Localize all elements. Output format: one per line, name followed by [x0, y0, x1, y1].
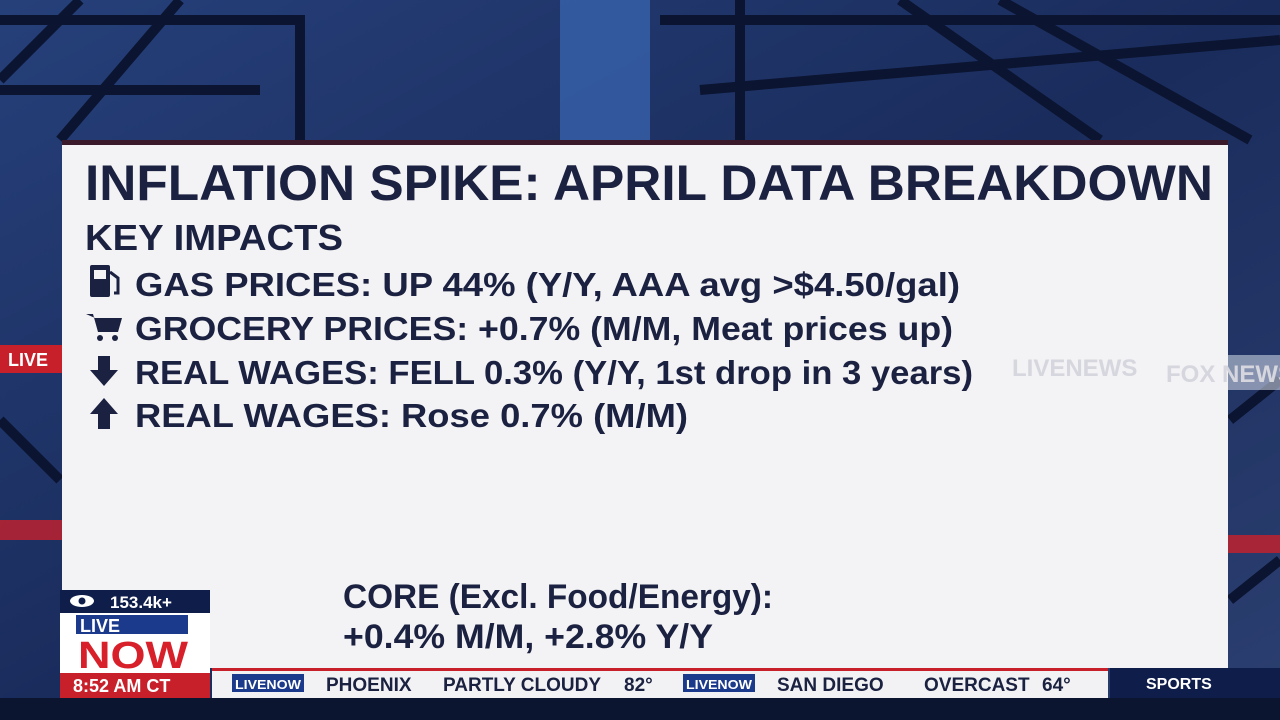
ticker-edge: [212, 668, 1108, 671]
studio-light: [560, 0, 650, 140]
ticker-entries: LIVENOW PHOENIX PARTLY CLOUDY 82° LIVENOW SAN…: [232, 674, 1071, 696]
ticker-bar: [212, 668, 1108, 698]
studio-stripe: [1228, 535, 1280, 553]
sign-bg: [0, 345, 62, 373]
up-arrow-icon: [90, 398, 118, 429]
ticker-logo-bg: [683, 674, 755, 692]
impact-item: GROCERY PRICES: +0.7% (M/M, Meat prices …: [135, 310, 953, 347]
core-line: +0.4% M/M, +2.8% Y/Y: [343, 618, 713, 656]
background-sign: LIVE: [8, 350, 48, 370]
clock: 8:52 AM CT: [73, 676, 170, 696]
background-sign: FOX NEWS: [1166, 361, 1280, 388]
ticker-logo-bg: [232, 674, 304, 692]
live-label: LIVE: [80, 616, 120, 636]
down-arrow-icon: [90, 356, 118, 386]
studio-stripe: [0, 520, 62, 540]
studio-frames: [0, 0, 1280, 600]
gas-icon: [90, 265, 120, 297]
live-bg: [76, 615, 188, 634]
eye-icon: [70, 595, 94, 607]
ticker-section: SPORTS: [1146, 676, 1212, 693]
viewers-bar: [60, 590, 210, 613]
impact-item: REAL WAGES: Rose 0.7% (M/M): [135, 397, 688, 434]
impact-item: REAL WAGES: FELL 0.3% (Y/Y, 1st drop in …: [135, 354, 973, 391]
ticker-city: SAN DIEGO: [777, 675, 884, 696]
section-box: [1110, 668, 1280, 698]
cart-icon: [86, 314, 122, 341]
panel-title: INFLATION SPIKE: APRIL DATA BREAKDOWN: [85, 155, 1213, 211]
info-panel: [62, 140, 1228, 668]
panel-edge: [62, 140, 1228, 145]
ticker-condition: PARTLY CLOUDY: [443, 675, 601, 696]
bottom-strip: [0, 698, 1280, 720]
ticker-logo: LIVENOW: [235, 677, 302, 692]
time-bar: [60, 673, 210, 698]
impact-item: GAS PRICES: UP 44% (Y/Y, AAA avg >$4.50/…: [135, 266, 960, 303]
sign-bg: [1228, 355, 1280, 390]
background-sign: LIVENEWS: [1012, 355, 1137, 382]
ticker-logo: LIVENOW: [686, 677, 753, 692]
viewer-count: 153.4k+: [110, 593, 172, 612]
ticker-city: PHOENIX: [326, 675, 412, 696]
now-label: NOW: [78, 635, 188, 677]
panel-subtitle: KEY IMPACTS: [85, 217, 343, 258]
ticker-condition: OVERCAST: [924, 675, 1030, 696]
ticker-temp: 64°: [1042, 675, 1071, 696]
ticker-temp: 82°: [624, 675, 653, 696]
core-line: CORE (Excl. Food/Energy):: [343, 578, 773, 616]
